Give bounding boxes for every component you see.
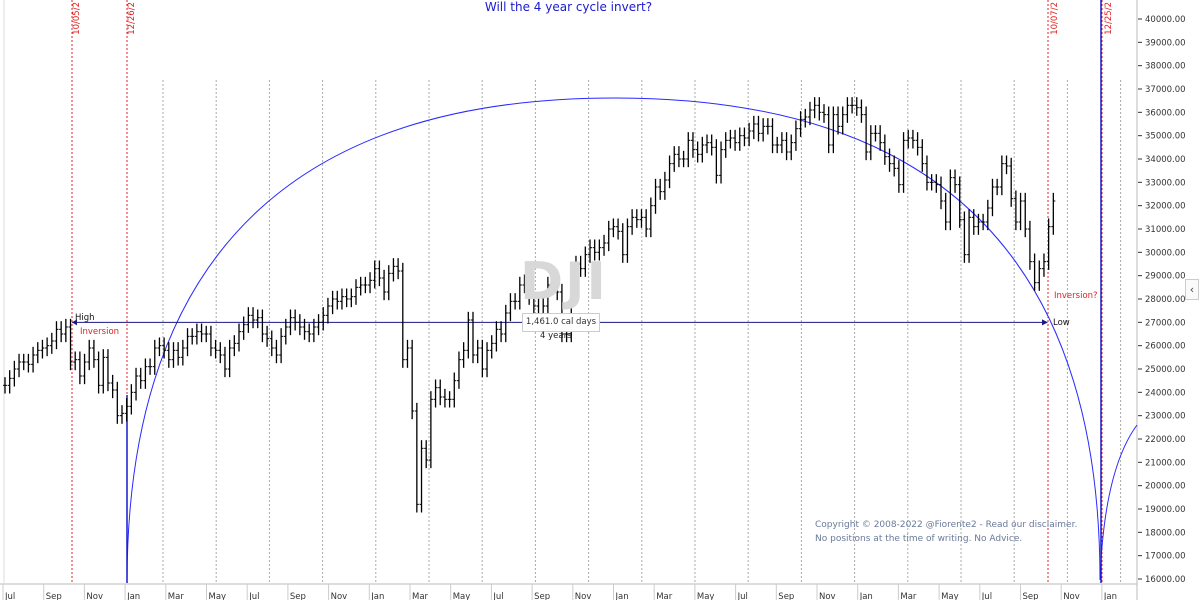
y-tick-label: 21000.00 — [1145, 458, 1186, 468]
date-marker-1: 10/05/2 — [72, 2, 82, 35]
x-tick-label: May — [209, 592, 227, 600]
x-tick-label: May — [941, 592, 959, 600]
x-tick-label: Sep — [290, 592, 306, 600]
date-marker-2: 12/26/2 — [127, 2, 137, 35]
cycle-arc-next — [1099, 424, 1138, 581]
x-tick-label: Sep — [46, 592, 62, 600]
x-tick-label: Jan — [859, 592, 873, 600]
y-tick-label: 20000.00 — [1145, 482, 1186, 492]
date-marker-4: 12/25/2 — [1104, 2, 1114, 35]
y-tick-label: 25000.00 — [1145, 365, 1186, 375]
x-tick-label: Jul — [981, 592, 992, 600]
y-tick-label: 35000.00 — [1145, 132, 1186, 142]
y-tick-label: 19000.00 — [1145, 505, 1186, 515]
y-tick-label: 29000.00 — [1145, 272, 1186, 282]
y-tick-label: 18000.00 — [1145, 528, 1186, 538]
high-inversion-label: Inversion — [80, 327, 120, 337]
y-tick-label: 36000.00 — [1145, 108, 1186, 118]
symbol-watermark: DJI — [520, 252, 608, 312]
collapse-panel-button[interactable]: ‹ — [1185, 279, 1199, 300]
y-tick-label: 23000.00 — [1145, 412, 1186, 422]
y-tick-label: 17000.00 — [1145, 552, 1186, 562]
x-tick-label: Sep — [534, 592, 550, 600]
x-tick-label: Nov — [331, 592, 348, 600]
low-inversion-label: Inversion? — [1054, 291, 1098, 301]
y-tick-label: 33000.00 — [1145, 178, 1186, 188]
y-tick-label: 22000.00 — [1145, 435, 1186, 445]
y-tick-label: 26000.00 — [1145, 342, 1186, 352]
level-start-icon — [72, 319, 77, 326]
x-tick-label: May — [697, 592, 715, 600]
span-years-label: 4 years — [540, 331, 572, 341]
y-tick-label: 34000.00 — [1145, 155, 1186, 165]
y-tick-label: 24000.00 — [1145, 388, 1186, 398]
x-tick-label: Jul — [492, 592, 503, 600]
x-tick-label: Mar — [656, 592, 673, 600]
y-tick-label: 28000.00 — [1145, 295, 1186, 305]
low-label: Low — [1053, 318, 1070, 328]
x-tick-label: Jul — [737, 592, 748, 600]
y-tick-label: 38000.00 — [1145, 62, 1186, 72]
x-tick-label: Mar — [412, 592, 429, 600]
x-tick-label: Jan — [615, 592, 629, 600]
x-tick-label: Mar — [168, 592, 185, 600]
x-tick-label: Jul — [4, 592, 15, 600]
y-tick-label: 39000.00 — [1145, 38, 1186, 48]
level-arrow-icon — [1042, 319, 1048, 326]
copyright-line-2: No positions at the time of writing. No … — [815, 534, 1023, 544]
x-tick-label: Sep — [778, 592, 794, 600]
x-tick-label: Nov — [575, 592, 592, 600]
x-tick-label: Nov — [1063, 592, 1080, 600]
x-tick-label: Jul — [248, 592, 259, 600]
copyright-notice: Copyright © 2008-2022 @Fiorente2 - Read … — [815, 518, 1077, 546]
chart-title: Will the 4 year cycle invert? — [484, 0, 653, 14]
x-tick-label: Nov — [86, 592, 103, 600]
x-tick-label: May — [453, 592, 471, 600]
x-tick-label: Jan — [126, 592, 140, 600]
y-tick-label: 37000.00 — [1145, 85, 1186, 95]
x-tick-label: Sep — [1023, 592, 1039, 600]
y-tick-label: 16000.00 — [1145, 575, 1186, 585]
cycle-arc — [126, 97, 1101, 584]
y-tick-label: 32000.00 — [1145, 202, 1186, 212]
x-tick-label: Nov — [819, 592, 836, 600]
x-tick-label: Mar — [900, 592, 917, 600]
high-label: High — [75, 313, 95, 323]
copyright-line-1: Copyright © 2008-2022 @Fiorente2 - Read … — [815, 520, 1078, 530]
x-tick-label: Jan — [370, 592, 384, 600]
date-marker-3: 10/07/2 — [1050, 2, 1060, 35]
x-tick-label: Jan — [1103, 592, 1117, 600]
y-tick-label: 30000.00 — [1145, 248, 1186, 258]
span-days-tooltip: 1,461.0 cal days — [522, 313, 600, 332]
y-tick-label: 31000.00 — [1145, 225, 1186, 235]
y-tick-label: 27000.00 — [1145, 318, 1186, 328]
y-tick-label: 40000.00 — [1145, 15, 1186, 25]
